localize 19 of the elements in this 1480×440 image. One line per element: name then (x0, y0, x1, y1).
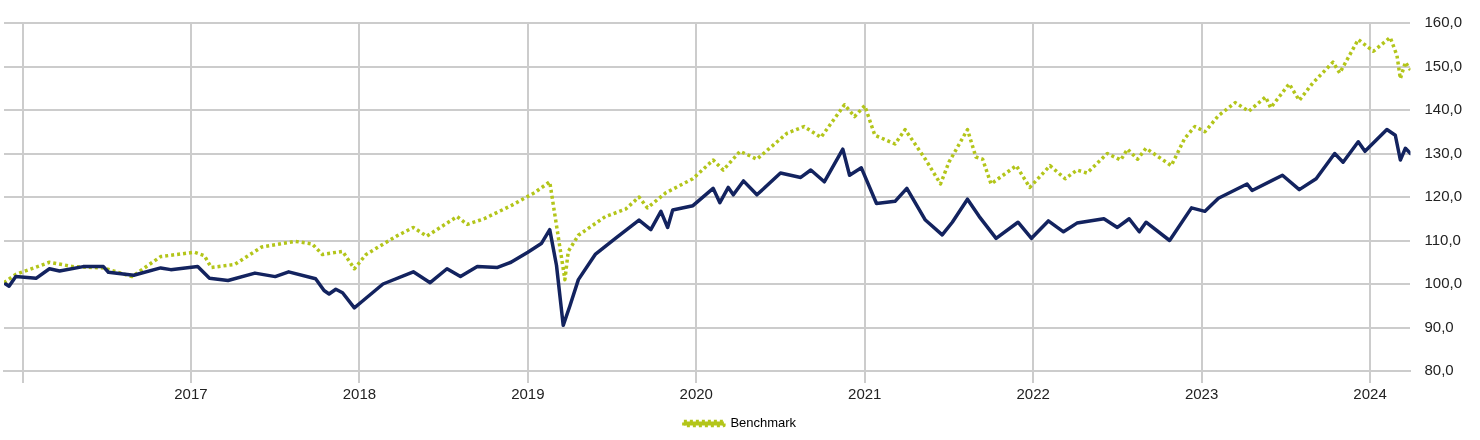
y-tick-label: 120,0 (1424, 187, 1463, 205)
y-tick-label: 80,0 (1424, 361, 1454, 379)
y-tick-label: 140,0 (1424, 100, 1463, 118)
x-tick-label: 2024 (1353, 385, 1387, 403)
y-tick-label: 110,0 (1424, 230, 1461, 248)
x-tick-label: 2018 (342, 385, 377, 403)
x-tick-label: 2020 (679, 385, 713, 403)
y-tick-label: 160,0 (1424, 13, 1463, 31)
y-tick-label: 130,0 (1424, 143, 1463, 161)
x-tick-label: 2019 (511, 385, 545, 403)
x-tick-label: 2022 (1016, 385, 1050, 403)
x-tick-label: 2017 (174, 385, 208, 403)
y-tick-label: 150,0 (1424, 56, 1463, 74)
y-tick-label: 100,0 (1424, 274, 1463, 292)
x-tick-label: 2023 (1184, 385, 1219, 403)
line-series (4, 35, 1411, 285)
x-tick-label: 2021 (848, 385, 882, 403)
y-tick-label: 90,0 (1424, 317, 1454, 335)
legend-label: Benchmark (730, 415, 797, 431)
